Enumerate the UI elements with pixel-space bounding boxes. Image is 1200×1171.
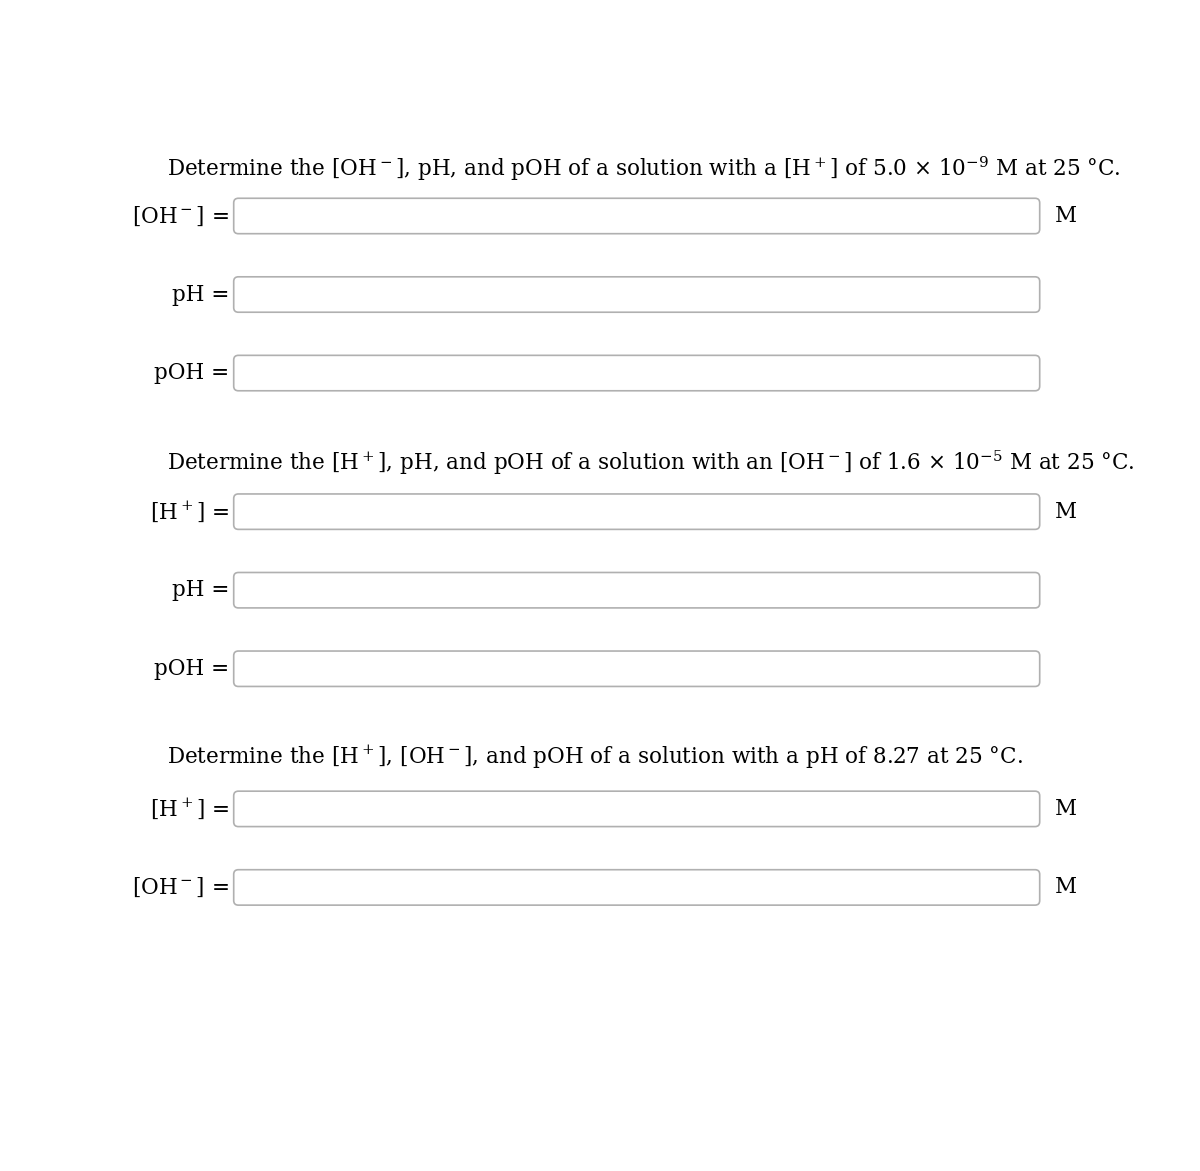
Text: pOH =: pOH = [154,658,229,679]
Text: M: M [1055,501,1078,522]
Text: pH =: pH = [172,283,229,306]
Text: $[\mathrm{OH}^-]$ =: $[\mathrm{OH}^-]$ = [132,876,229,899]
Text: pOH =: pOH = [154,362,229,384]
Text: Determine the $[\mathrm{H}^+]$, pH, and pOH of a solution with an $[\mathrm{OH}^: Determine the $[\mathrm{H}^+]$, pH, and … [167,448,1135,477]
Text: Determine the $[\mathrm{OH}^-]$, pH, and pOH of a solution with a $[\mathrm{H}^+: Determine the $[\mathrm{OH}^-]$, pH, and… [167,155,1121,183]
FancyBboxPatch shape [234,276,1039,313]
Text: $[\mathrm{H}^+]$ =: $[\mathrm{H}^+]$ = [150,499,229,523]
Text: M: M [1055,876,1078,898]
Text: $[\mathrm{OH}^-]$ =: $[\mathrm{OH}^-]$ = [132,204,229,227]
Text: $[\mathrm{H}^+]$ =: $[\mathrm{H}^+]$ = [150,796,229,821]
FancyBboxPatch shape [234,494,1039,529]
FancyBboxPatch shape [234,355,1039,391]
FancyBboxPatch shape [234,651,1039,686]
Text: M: M [1055,205,1078,227]
FancyBboxPatch shape [234,870,1039,905]
FancyBboxPatch shape [234,792,1039,827]
FancyBboxPatch shape [234,198,1039,234]
Text: M: M [1055,797,1078,820]
Text: pH =: pH = [172,580,229,601]
FancyBboxPatch shape [234,573,1039,608]
Text: Determine the $[\mathrm{H}^+]$, $[\mathrm{OH}^-]$, and pOH of a solution with a : Determine the $[\mathrm{H}^+]$, $[\mathr… [167,745,1022,772]
